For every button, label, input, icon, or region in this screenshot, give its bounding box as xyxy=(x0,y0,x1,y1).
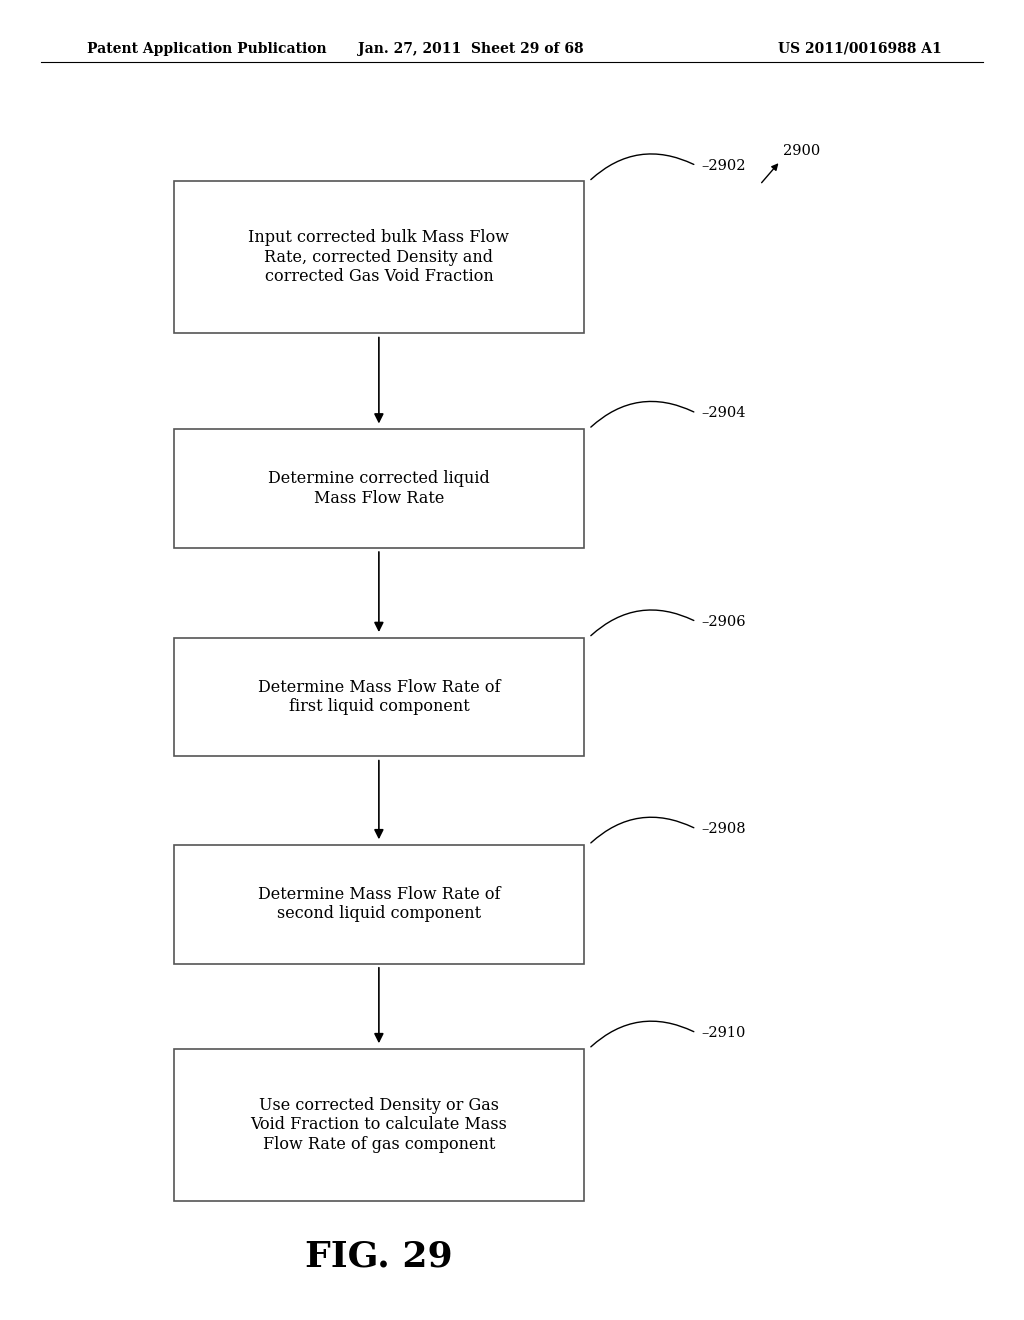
Text: –2904: –2904 xyxy=(701,407,745,420)
Bar xyxy=(174,1048,584,1201)
Text: –2906: –2906 xyxy=(701,615,746,628)
Text: FIG. 29: FIG. 29 xyxy=(305,1239,453,1274)
Text: Determine Mass Flow Rate of
first liquid component: Determine Mass Flow Rate of first liquid… xyxy=(258,678,500,715)
Text: –2908: –2908 xyxy=(701,822,746,836)
Text: Patent Application Publication: Patent Application Publication xyxy=(87,42,327,55)
Text: Jan. 27, 2011  Sheet 29 of 68: Jan. 27, 2011 Sheet 29 of 68 xyxy=(358,42,584,55)
Bar xyxy=(174,845,584,964)
Bar xyxy=(174,638,584,756)
Text: 2900: 2900 xyxy=(783,144,820,158)
Text: Determine Mass Flow Rate of
second liquid component: Determine Mass Flow Rate of second liqui… xyxy=(258,886,500,923)
Text: –2902: –2902 xyxy=(701,158,745,173)
Bar xyxy=(174,429,584,548)
Text: US 2011/0016988 A1: US 2011/0016988 A1 xyxy=(778,42,942,55)
Text: Use corrected Density or Gas
Void Fraction to calculate Mass
Flow Rate of gas co: Use corrected Density or Gas Void Fracti… xyxy=(251,1097,507,1152)
Text: –2910: –2910 xyxy=(701,1026,745,1040)
Bar xyxy=(174,181,584,333)
Text: Determine corrected liquid
Mass Flow Rate: Determine corrected liquid Mass Flow Rat… xyxy=(268,470,489,507)
Text: Input corrected bulk Mass Flow
Rate, corrected Density and
corrected Gas Void Fr: Input corrected bulk Mass Flow Rate, cor… xyxy=(249,230,509,285)
